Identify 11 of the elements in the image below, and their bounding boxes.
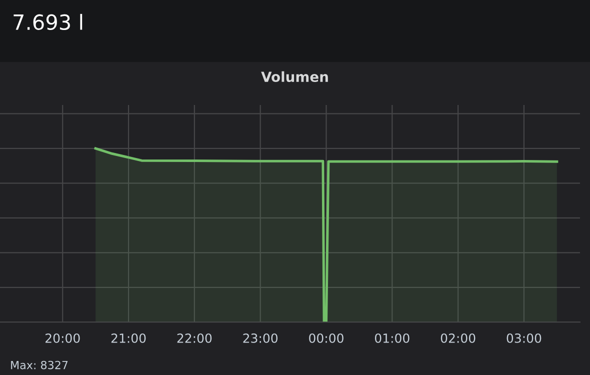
x-tick-label: 01:00: [374, 333, 410, 343]
x-tick-label: 23:00: [243, 333, 278, 343]
text: Max: 8327: [11, 360, 68, 370]
chart-title: Volumen: [261, 71, 328, 82]
x-tick-label: 20:00: [46, 333, 80, 343]
text: 7.693 l: [14, 14, 82, 30]
x-tick-label: 21:00: [111, 333, 146, 343]
x-tick-label: 00:00: [309, 333, 344, 343]
x-tick-label: 03:00: [506, 333, 542, 343]
x-tick-label: 02:00: [440, 333, 476, 343]
x-tick-label: 22:00: [177, 333, 212, 343]
